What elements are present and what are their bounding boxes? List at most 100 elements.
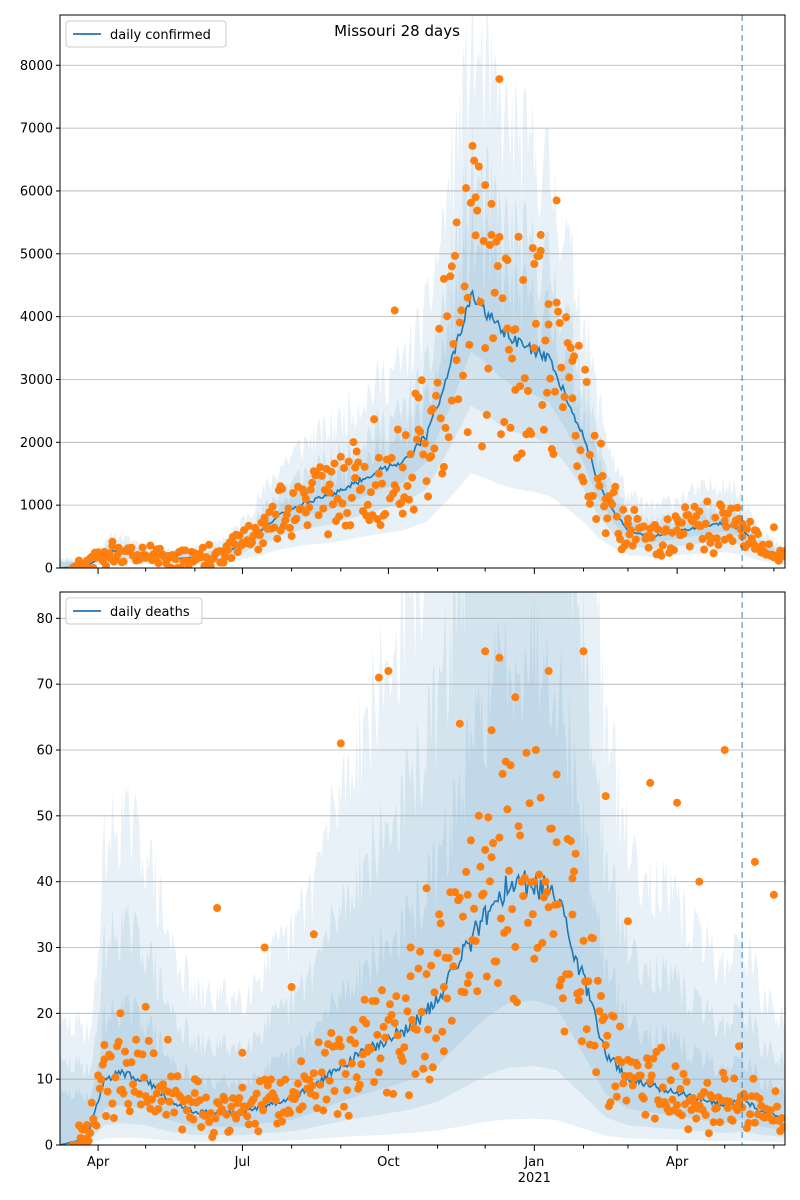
observed-point [141,1002,150,1011]
observed-point [570,867,578,876]
y-tick-label: 40 [36,875,53,890]
observed-point [438,1027,447,1036]
observed-point [398,1056,407,1065]
observed-point [701,519,710,528]
observed-point [221,1095,229,1104]
observed-point [536,793,545,802]
observed-point [406,450,415,459]
observed-point [628,541,637,550]
observed-point [712,1104,721,1113]
x-tick-label: Jan [523,1155,544,1170]
observed-point [116,1009,125,1018]
observed-point [574,341,583,350]
observed-point [449,962,458,971]
observed-point [601,792,610,801]
observed-point [579,647,588,656]
observed-point [379,1022,388,1031]
observed-point [243,1112,252,1121]
observed-point [560,392,569,401]
observed-point [308,478,317,487]
observed-point [525,799,534,808]
observed-point [309,1069,318,1078]
observed-point [92,1121,101,1130]
observed-point [468,141,477,150]
observed-point [238,538,247,547]
observed-point [574,996,583,1005]
observed-point [417,376,426,385]
observed-point [441,423,450,432]
observed-point [106,1052,115,1061]
observed-point [417,1008,426,1017]
observed-point [273,534,282,543]
observed-point [270,523,279,532]
observed-point [779,547,785,556]
observed-point [539,425,548,434]
observed-point [311,1091,320,1100]
y-tick-label: 8000 [20,59,53,74]
observed-point [244,521,253,530]
observed-point [647,1071,656,1080]
observed-point [306,485,315,494]
observed-point [769,890,778,899]
observed-point [340,464,348,472]
observed-point [677,518,686,527]
observed-point [609,1012,618,1021]
observed-point [325,1076,334,1085]
observed-point [619,1079,628,1088]
observed-point [430,444,439,453]
observed-point [601,494,610,503]
observed-point [360,995,369,1004]
observed-point [189,1115,198,1124]
observed-point [544,667,553,675]
observed-point [432,1034,440,1043]
y-tick-label: 80 [36,612,53,627]
observed-point [392,484,401,493]
observed-point [352,1073,361,1082]
observed-point [658,541,667,550]
legend: daily deaths [65,597,203,625]
observed-point [205,1117,214,1126]
observed-point [719,1068,728,1077]
observed-point [317,1068,326,1077]
observed-point [217,1105,226,1114]
observed-point [157,1097,166,1106]
observed-point [673,798,682,807]
y-tick-label: 60 [36,744,53,759]
observed-point [209,1128,218,1137]
observed-point [355,1080,364,1089]
axes-frame [59,14,786,569]
observed-point [146,541,155,550]
observed-point [443,312,452,321]
observed-point [422,884,431,893]
observed-point [347,1059,356,1068]
observed-point [271,510,280,519]
observed-point [535,870,544,879]
observed-point [352,447,361,456]
observed-point [700,545,709,554]
observed-point [447,1016,456,1025]
observed-point [325,480,334,489]
observed-point [568,874,577,883]
observed-point [73,1141,82,1145]
observed-point [627,526,636,535]
observed-point [471,937,480,945]
observed-point [435,910,444,919]
observed-point [459,912,467,921]
observed-point [633,514,642,523]
observed-point [167,563,176,568]
observed-point [138,543,147,552]
observed-point [165,1097,174,1106]
observed-point [292,1089,301,1098]
observed-point [565,373,574,382]
observed-point [654,525,663,534]
observed-point [533,943,542,952]
observed-point [111,1073,120,1082]
observed-point [631,535,640,544]
observed-point [589,934,597,943]
observed-point [125,1107,134,1116]
observed-point [544,903,553,912]
observed-point [728,537,737,546]
observed-point [433,949,442,958]
observed-point [343,509,352,517]
y-tick-label: 70 [36,678,53,693]
